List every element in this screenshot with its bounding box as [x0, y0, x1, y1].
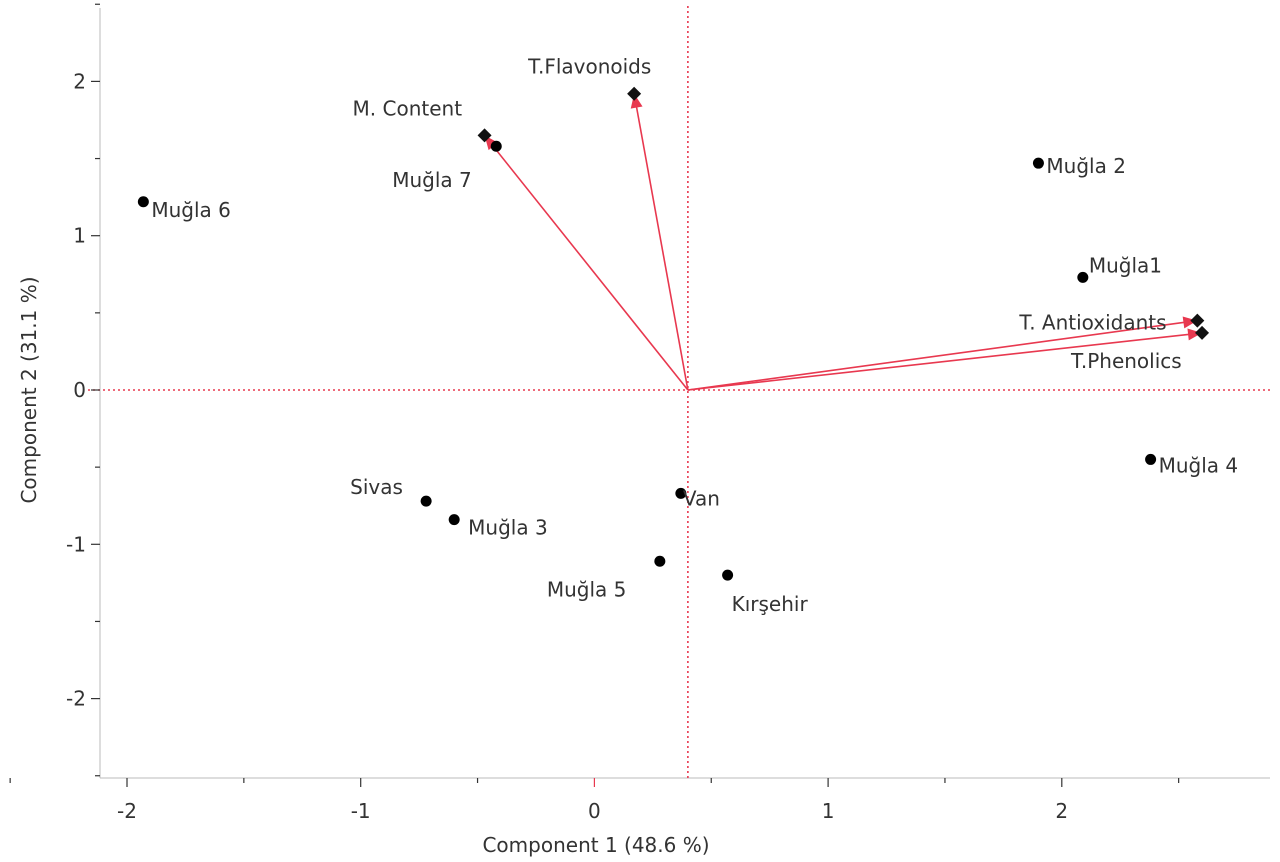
- score-label: Muğla 2: [1046, 154, 1126, 178]
- score-marker: [137, 196, 149, 208]
- score-label: Muğla 3: [468, 516, 548, 540]
- score-label: Van: [683, 486, 720, 510]
- score-point: Muğla1: [1077, 253, 1162, 283]
- y-tick-label: -2: [66, 687, 86, 711]
- x-tick-label: -2: [117, 799, 137, 823]
- score-points: Muğla 6 Muğla 7 Muğla 2 Muğla1 Muğla 4 Sivas M…: [137, 140, 1238, 616]
- y-axis-title: Component 2 (31.1 %): [17, 276, 41, 503]
- score-point: Van: [675, 486, 720, 510]
- loading-line: [633, 93, 689, 391]
- score-label: Muğla 7: [392, 168, 472, 192]
- score-point: Muğla 6: [137, 196, 231, 222]
- loading-line: [687, 332, 1203, 391]
- score-point: Muğla 7: [392, 140, 502, 192]
- arrowhead: [1187, 328, 1203, 341]
- score-label: Sivas: [350, 475, 403, 499]
- score-label: Muğla1: [1089, 253, 1162, 277]
- arrowhead: [484, 135, 498, 151]
- score-label: Muğla 6: [151, 198, 231, 222]
- score-point: Muğla 2: [1032, 154, 1126, 178]
- score-point: Muğla 4: [1145, 453, 1238, 477]
- loading-line: [687, 319, 1198, 391]
- score-marker: [448, 514, 460, 526]
- score-marker: [1032, 157, 1044, 169]
- score-label: Kırşehir: [732, 592, 809, 616]
- score-label: Muğla 5: [547, 577, 627, 601]
- y-tick-label: -1: [66, 532, 86, 556]
- x-tick-label: 2: [1055, 799, 1068, 823]
- loading-marker: [1195, 325, 1210, 340]
- loading-label: M. Content: [353, 96, 463, 120]
- loading-marker: [627, 86, 642, 101]
- y-tick-label: 2: [73, 69, 86, 93]
- loading-vectors: M. Content T.Flavonoids T. Antioxidants T.P…: [353, 55, 1210, 391]
- loading-vector: M. Content: [353, 96, 689, 391]
- loading-marker: [477, 128, 492, 143]
- score-marker: [420, 495, 432, 507]
- loading-label: T.Flavonoids: [527, 55, 651, 79]
- score-marker: [654, 555, 666, 567]
- y-tick-label: 1: [73, 224, 86, 248]
- score-marker: [490, 140, 502, 152]
- score-point: Kırşehir: [722, 569, 809, 616]
- loading-label: T.Phenolics: [1070, 349, 1182, 373]
- x-axis-title: Component 1 (48.6 %): [482, 833, 709, 857]
- x-tick-label: 0: [588, 799, 601, 823]
- arrowhead: [1182, 316, 1198, 329]
- y-tick-label: 0: [73, 378, 86, 402]
- loading-vector: T.Phenolics: [687, 325, 1210, 391]
- zero-lines: [88, 6, 1272, 780]
- score-marker: [722, 569, 734, 581]
- x-tick-label: -1: [351, 799, 371, 823]
- axes: [99, 8, 1270, 779]
- score-point: Muğla 5: [547, 555, 666, 601]
- x-tick-label: 1: [822, 799, 835, 823]
- loading-vector: T. Antioxidants: [687, 311, 1205, 391]
- loading-vector: T.Flavonoids: [527, 55, 689, 391]
- score-label: Muğla 4: [1159, 453, 1239, 477]
- loading-line: [483, 134, 689, 391]
- loading-label: T. Antioxidants: [1018, 311, 1166, 335]
- score-point: Sivas: [350, 475, 432, 507]
- score-marker: [675, 487, 687, 499]
- ticks: -2 -1 0 1 2 -2 -1 0 1 2: [9, 3, 1180, 823]
- loading-marker: [1190, 313, 1205, 328]
- score-marker: [1145, 453, 1157, 465]
- score-point: Muğla 3: [448, 514, 548, 540]
- score-marker: [1077, 271, 1089, 283]
